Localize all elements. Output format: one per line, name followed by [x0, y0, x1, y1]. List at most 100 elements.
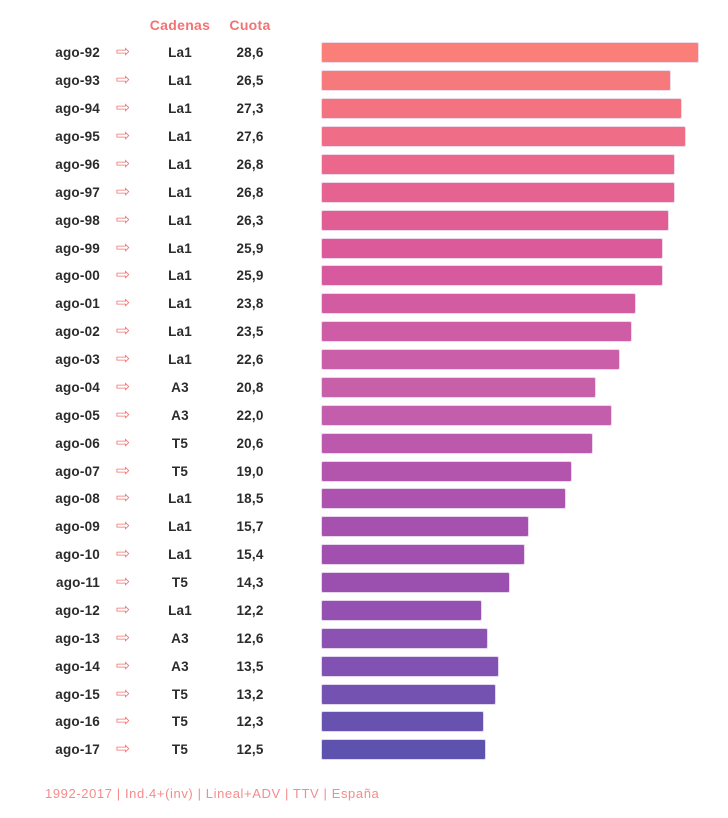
- right-arrow-icon: ⇨: [115, 376, 131, 397]
- share-bar: [321, 181, 676, 203]
- channel-label: T5: [171, 435, 189, 451]
- channel-label: La1: [168, 212, 192, 228]
- right-arrow-icon: ⇨: [115, 404, 131, 425]
- share-value: 13,5: [236, 658, 264, 674]
- year-label: ago-99: [55, 240, 100, 256]
- share-value: 27,6: [236, 129, 264, 145]
- share-value: 23,8: [236, 296, 264, 312]
- right-arrow-icon: ⇨: [115, 181, 131, 202]
- year-label: ago-00: [55, 268, 100, 284]
- bar-track: [286, 346, 728, 374]
- share-value: 19,0: [236, 463, 264, 479]
- share-value: 25,9: [236, 240, 264, 256]
- bar-track: [286, 262, 728, 290]
- share-bar: [321, 572, 511, 594]
- right-arrow-icon: ⇨: [115, 739, 131, 760]
- chart-row: ago-11 ⇨ T5 14,3: [0, 569, 728, 597]
- share-value: 27,3: [236, 101, 264, 117]
- share-value: 22,0: [236, 407, 264, 423]
- right-arrow-icon: ⇨: [115, 42, 131, 63]
- right-arrow-icon: ⇨: [115, 98, 131, 119]
- share-bar: [321, 599, 483, 621]
- share-bar: [321, 460, 573, 482]
- share-value: 20,8: [236, 379, 264, 395]
- bar-track: [286, 513, 728, 541]
- share-bar: [321, 126, 686, 148]
- bar-track: [286, 151, 728, 179]
- chart-row: ago-07 ⇨ T5 19,0: [0, 457, 728, 485]
- bar-track: [286, 624, 728, 652]
- bar-track: [286, 541, 728, 569]
- channel-label: A3: [171, 407, 189, 423]
- right-arrow-icon: ⇨: [115, 321, 131, 342]
- share-bar: [321, 683, 496, 705]
- channel-label: A3: [171, 630, 189, 646]
- channel-label: La1: [168, 324, 192, 340]
- year-label: ago-03: [55, 352, 100, 368]
- right-arrow-icon: ⇨: [115, 627, 131, 648]
- year-label: ago-09: [55, 519, 100, 535]
- year-label: ago-08: [55, 491, 100, 507]
- share-value: 23,5: [236, 324, 264, 340]
- share-value: 14,3: [236, 575, 264, 591]
- share-value: 12,3: [236, 714, 264, 730]
- share-value: 18,5: [236, 491, 264, 507]
- year-label: ago-96: [55, 156, 100, 172]
- right-arrow-icon: ⇨: [115, 516, 131, 537]
- chart-row: ago-01 ⇨ La1 23,8: [0, 290, 728, 318]
- channel-label: La1: [168, 101, 192, 117]
- right-arrow-icon: ⇨: [115, 265, 131, 286]
- share-value: 12,5: [236, 742, 264, 758]
- share-bar: [321, 265, 664, 287]
- year-label: ago-11: [56, 575, 100, 591]
- chart-row: ago-95 ⇨ La1 27,6: [0, 123, 728, 151]
- channel-label: La1: [168, 519, 192, 535]
- year-label: ago-94: [55, 101, 100, 117]
- chart-row: ago-14 ⇨ A3 13,5: [0, 652, 728, 680]
- channel-label: La1: [168, 184, 192, 200]
- share-bar: [321, 237, 664, 259]
- channel-label: La1: [168, 602, 192, 618]
- share-value: 12,6: [236, 630, 264, 646]
- right-arrow-icon: ⇨: [115, 655, 131, 676]
- chart-row: ago-08 ⇨ La1 18,5: [0, 485, 728, 513]
- channel-label: A3: [171, 379, 189, 395]
- share-bar: [321, 488, 566, 510]
- right-arrow-icon: ⇨: [115, 488, 131, 509]
- year-label: ago-92: [55, 45, 100, 61]
- year-label: ago-15: [55, 686, 100, 702]
- year-label: ago-07: [55, 463, 100, 479]
- share-bar: [321, 98, 682, 120]
- bar-track: [286, 39, 728, 67]
- chart-row: ago-09 ⇨ La1 15,7: [0, 513, 728, 541]
- share-value: 15,7: [236, 519, 264, 535]
- share-bar: [321, 711, 484, 733]
- chart-row: ago-92 ⇨ La1 28,6: [0, 39, 728, 67]
- cuota-column-header: Cuota: [229, 17, 271, 33]
- channel-label: La1: [168, 491, 192, 507]
- share-bar: [321, 432, 594, 454]
- bar-track: [286, 429, 728, 457]
- year-label: ago-17: [55, 742, 100, 758]
- channel-label: T5: [171, 686, 189, 702]
- right-arrow-icon: ⇨: [115, 572, 131, 593]
- share-value: 25,9: [236, 268, 264, 284]
- share-value: 22,6: [236, 352, 264, 368]
- year-label: ago-16: [55, 714, 100, 730]
- share-bar: [321, 70, 672, 92]
- bar-track: [286, 401, 728, 429]
- chart-row: ago-94 ⇨ La1 27,3: [0, 95, 728, 123]
- bar-track: [286, 206, 728, 234]
- column-headers: Cadenas Cuota: [0, 13, 728, 37]
- bar-track: [286, 457, 728, 485]
- year-label: ago-98: [55, 212, 100, 228]
- right-arrow-icon: ⇨: [115, 432, 131, 453]
- bar-track: [286, 123, 728, 151]
- year-label: ago-12: [55, 602, 100, 618]
- channel-label: La1: [168, 352, 192, 368]
- channel-label: La1: [168, 547, 192, 563]
- share-value: 13,2: [236, 686, 264, 702]
- chart-row: ago-13 ⇨ A3 12,6: [0, 624, 728, 652]
- year-label: ago-01: [55, 296, 100, 312]
- channel-label: La1: [168, 268, 192, 284]
